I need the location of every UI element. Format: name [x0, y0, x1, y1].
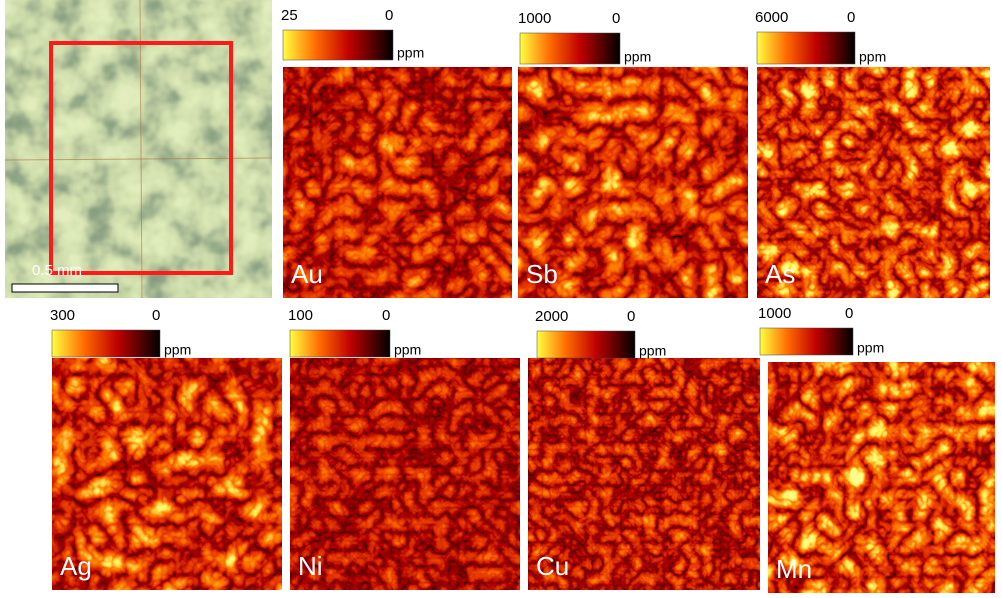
- colorbar-unit: ppm: [857, 340, 884, 356]
- colorbar-unit: ppm: [639, 343, 666, 359]
- element-panel: Mn 1000 0 ppm: [758, 305, 995, 593]
- colorbar-min: 0: [382, 307, 390, 324]
- colorbar-max: 100: [288, 307, 313, 324]
- colorbar-min: 0: [385, 7, 393, 24]
- colorbar: [536, 330, 636, 359]
- crosshair: [139, 0, 143, 299]
- colorbar-min: 0: [847, 9, 855, 26]
- element-panel: Ni 100 0 ppm: [288, 307, 520, 590]
- element-map: [52, 358, 282, 590]
- colorbar: [759, 327, 854, 356]
- element-map: [768, 362, 995, 593]
- region-box: [49, 41, 233, 275]
- colorbar-unit: ppm: [624, 49, 651, 65]
- colorbar: [289, 329, 391, 358]
- element-label: Ni: [298, 551, 323, 581]
- element-map: [290, 358, 520, 590]
- colorbar-min: 0: [845, 305, 853, 322]
- colorbar-unit: ppm: [394, 342, 421, 358]
- element-label: As: [765, 259, 795, 289]
- colorbar-min: 0: [152, 307, 160, 324]
- colorbar-unit: ppm: [397, 45, 424, 61]
- element-panel: Au 25 0 ppm: [281, 7, 512, 298]
- element-panel: Ag 300 0 ppm: [50, 307, 282, 590]
- colorbar: [756, 31, 856, 65]
- colorbar-max: 2000: [535, 308, 568, 325]
- colorbar: [519, 32, 621, 65]
- element-map: [528, 358, 760, 590]
- photo: 0.5 mm: [4, 0, 273, 299]
- element-label: Mn: [776, 554, 812, 584]
- colorbar: [51, 329, 161, 358]
- element-map: [283, 67, 512, 298]
- colorbar: [282, 29, 394, 61]
- element-panel: Sb 1000 0 ppm: [518, 10, 748, 298]
- element-map: [518, 67, 748, 298]
- element-panel: As 6000 0 ppm: [755, 9, 990, 298]
- colorbar-max: 1000: [518, 10, 551, 27]
- element-label: Ag: [60, 551, 92, 581]
- colorbar-max: 1000: [758, 305, 791, 322]
- element-label: Cu: [536, 551, 569, 581]
- element-label: Au: [291, 259, 323, 289]
- element-panel: Cu 2000 0 ppm: [528, 308, 760, 590]
- colorbar-unit: ppm: [859, 49, 886, 65]
- scale-label: 0.5 mm: [32, 262, 82, 279]
- colorbar-min: 0: [627, 308, 635, 325]
- colorbar-max: 6000: [755, 9, 788, 26]
- colorbar-max: 25: [281, 7, 298, 24]
- colorbar-unit: ppm: [164, 342, 191, 358]
- element-label: Sb: [526, 259, 558, 289]
- element-map: [757, 67, 990, 298]
- colorbar-max: 300: [50, 307, 75, 324]
- scale-bar: [11, 283, 119, 293]
- colorbar-min: 0: [612, 10, 620, 27]
